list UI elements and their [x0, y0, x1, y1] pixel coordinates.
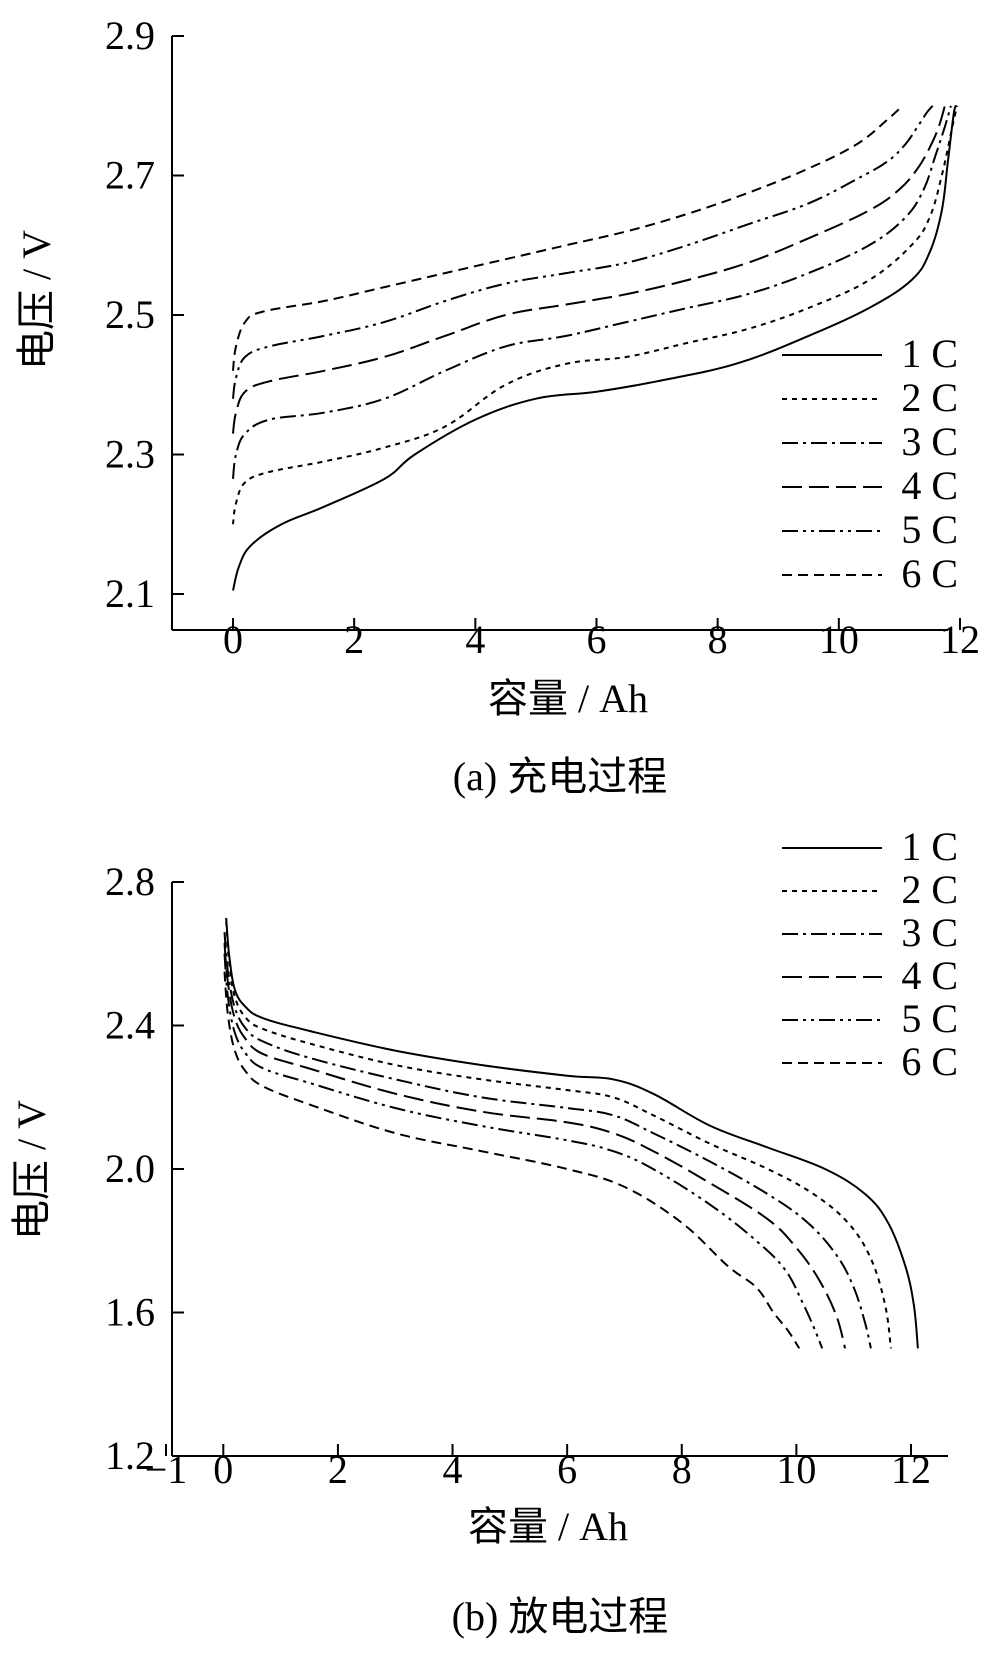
y-tick-label-b: 2.4: [105, 1003, 155, 1048]
caption-b: (b) 放电过程: [452, 1594, 669, 1639]
x-tick-label-a: 8: [708, 617, 728, 662]
x-axis-title-b: 容量 / Ah: [468, 1504, 628, 1549]
y-tick-label-b: 2.8: [105, 859, 155, 904]
y-axis-title-a: 电压 / V: [14, 230, 59, 370]
x-tick-label-b: 10: [776, 1447, 816, 1492]
legend-label-a-6: 6 C: [901, 551, 958, 596]
legend-b: 1 C2 C3 C4 C5 C6 C: [782, 824, 958, 1084]
series-line-b-2: [225, 921, 892, 1349]
y-tick-label-a: 2.1: [105, 571, 155, 616]
legend-label-b-5: 5 C: [901, 996, 958, 1041]
y-tick-label-b: 1.2: [105, 1433, 155, 1478]
legend-label-a-2: 2 C: [901, 375, 958, 420]
x-tick-label-b: 8: [672, 1447, 692, 1492]
series-line-a-4: [232, 105, 946, 434]
legend-label-a-5: 5 C: [901, 507, 958, 552]
series-line-a-3: [232, 105, 952, 480]
x-tick-label-b: 12: [891, 1447, 931, 1492]
x-tick-label-a: 6: [587, 617, 607, 662]
chart-panel-a: 2.1 2.3 2.5 2.7 2.9 0 2 4 6 8 10 12 容量 / Ah 电压 / V (a)…: [14, 13, 980, 799]
y-tick-label-b: 2.0: [105, 1146, 155, 1191]
x-tick-label-b: 2: [328, 1447, 348, 1492]
legend-label-a-3: 3 C: [901, 419, 958, 464]
y-tick-label-b: 1.6: [105, 1290, 155, 1335]
x-axis-title-a: 容量 / Ah: [488, 676, 648, 721]
series-line-b-6: [223, 971, 801, 1349]
series-line-b-1: [225, 917, 919, 1349]
legend-label-b-6: 6 C: [901, 1039, 958, 1084]
legend-a: 1 C2 C3 C4 C5 C6 C: [782, 331, 958, 596]
legend-label-b-3: 3 C: [901, 910, 958, 955]
legend-label-b-4: 4 C: [901, 953, 958, 998]
legend-label-b-2: 2 C: [901, 867, 958, 912]
series-line-b-4: [223, 942, 847, 1349]
series-line-a-5: [232, 105, 934, 399]
series-line-b-5: [223, 953, 824, 1349]
x-tick-label-a: 4: [465, 617, 485, 662]
x-tick-label-a: 2: [344, 617, 364, 662]
y-tick-label-a: 2.7: [105, 153, 155, 198]
caption-a: (a) 充电过程: [453, 754, 667, 799]
y-axis-title-b: 电压 / V: [9, 1100, 54, 1240]
x-tick-label-b: 6: [557, 1447, 577, 1492]
legend-label-a-1: 1 C: [901, 331, 958, 376]
series-line-b-3: [223, 932, 872, 1349]
x-tick-label-b: −1: [145, 1447, 188, 1492]
x-tick-label-a: 12: [940, 617, 980, 662]
chart-panel-b: 1.2 1.6 2.0 2.4 2.8 −1 0 2 4 6 8 10 12 容量 / Ah 电压 / V (…: [9, 824, 958, 1639]
legend-label-a-4: 4 C: [901, 463, 958, 508]
y-tick-label-a: 2.9: [105, 13, 155, 58]
x-tick-label-b: 4: [443, 1447, 463, 1492]
series-line-a-1: [232, 104, 958, 591]
series-line-a-6: [232, 105, 904, 371]
y-tick-label-a: 2.3: [105, 432, 155, 477]
x-tick-label-a: 0: [223, 617, 243, 662]
x-tick-label-b: 0: [213, 1447, 233, 1492]
x-tick-label-a: 10: [819, 617, 859, 662]
legend-label-b-1: 1 C: [901, 824, 958, 869]
series-line-a-2: [232, 105, 958, 525]
y-tick-label-a: 2.5: [105, 292, 155, 337]
